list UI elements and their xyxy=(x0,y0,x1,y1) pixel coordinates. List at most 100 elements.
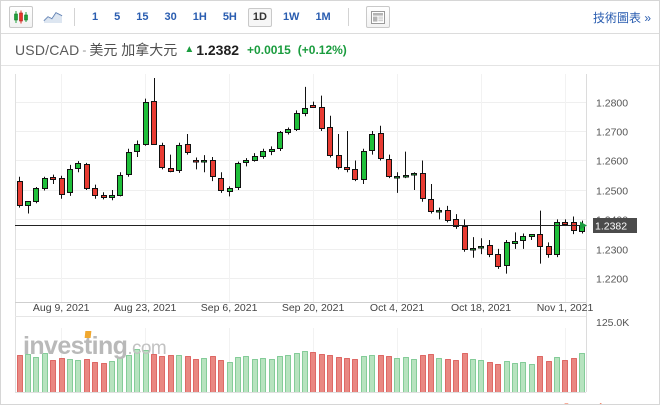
date-axis-tick: Oct 4, 2021 xyxy=(370,302,424,314)
volume-bar xyxy=(369,355,375,393)
candlestick xyxy=(67,164,73,196)
current-price-label: 1.2382 xyxy=(593,218,637,233)
volume-bar xyxy=(445,359,451,393)
volume-bar xyxy=(84,359,90,393)
timeframe-1m[interactable]: 1M xyxy=(315,10,331,23)
volume-bar xyxy=(59,358,65,393)
candlestick xyxy=(201,155,207,173)
last-price: 1.2382 xyxy=(196,41,240,58)
volume-axis-tick: 125.0K xyxy=(596,317,629,329)
volume-bar xyxy=(126,355,132,393)
volume-bar xyxy=(109,361,115,393)
chart-canvas[interactable]: 1.28001.27001.26001.25001.24001.23001.22… xyxy=(1,66,659,404)
volume-bar xyxy=(562,360,568,393)
candlestick xyxy=(134,140,140,157)
volume-bar xyxy=(159,356,165,393)
candlestick xyxy=(193,157,199,170)
candlestick xyxy=(336,133,342,170)
volume-bar xyxy=(101,363,107,393)
volume-bar xyxy=(504,361,510,393)
price-and-volume-svg: 1.28001.27001.26001.25001.24001.23001.22… xyxy=(15,74,637,393)
timeframe-5[interactable]: 5 xyxy=(114,10,121,23)
volume-bar xyxy=(352,359,358,393)
candlestick xyxy=(50,174,56,185)
date-axis-tick: Sep 6, 2021 xyxy=(201,302,258,314)
volume-bar xyxy=(512,363,518,393)
line-chart-icon[interactable] xyxy=(41,6,65,28)
timeframe-1[interactable]: 1 xyxy=(92,10,99,23)
candlestick xyxy=(185,133,191,155)
candlestick xyxy=(327,115,333,158)
candlestick xyxy=(361,148,367,185)
volume-bar xyxy=(67,359,73,393)
volume-bar xyxy=(210,356,216,393)
candlestick xyxy=(546,242,552,258)
candlestick xyxy=(470,237,476,258)
candlestick xyxy=(243,158,249,167)
candlestick xyxy=(277,131,283,152)
candlestick xyxy=(487,240,493,258)
volume-bar xyxy=(168,355,174,393)
candlestick xyxy=(394,172,400,193)
candlestick xyxy=(285,127,291,135)
volume-bar xyxy=(453,360,459,393)
candlestick xyxy=(386,154,392,179)
volume-bar xyxy=(50,360,56,393)
candlestick xyxy=(537,210,543,264)
timeframe-5h[interactable]: 5H xyxy=(222,10,237,23)
volume-bar xyxy=(243,356,249,393)
candlestick xyxy=(319,95,325,132)
symbol-separator: - xyxy=(82,42,87,57)
date-axis-tick: Nov 1, 2021 xyxy=(537,302,594,314)
candlestick xyxy=(352,160,358,182)
volume-bar xyxy=(269,359,275,393)
candlestick xyxy=(369,131,375,155)
date-axis-tick: Aug 9, 2021 xyxy=(33,302,90,314)
timeframe-1w[interactable]: 1W xyxy=(282,10,300,23)
volume-bar xyxy=(227,362,233,393)
volume-bar xyxy=(193,359,199,393)
candlestick-chart-icon[interactable] xyxy=(9,6,33,28)
volume-bar xyxy=(420,355,426,393)
price-axis-tick: 1.2200 xyxy=(596,274,628,286)
candlestick xyxy=(159,142,165,170)
volume-bar xyxy=(361,356,367,393)
volume-bar xyxy=(478,360,484,393)
volume-bar xyxy=(75,360,81,393)
volume-bar xyxy=(428,354,434,393)
candlestick xyxy=(445,205,451,223)
toolbar-divider xyxy=(74,8,75,26)
candlestick xyxy=(117,172,123,197)
volume-bar xyxy=(394,358,400,393)
timeframe-1h[interactable]: 1H xyxy=(192,10,207,23)
volume-bar xyxy=(344,358,350,393)
technical-chart-link[interactable]: 技術圖表 » xyxy=(592,11,651,25)
volume-bar xyxy=(277,356,283,393)
volume-bar xyxy=(554,357,560,393)
news-icon[interactable] xyxy=(365,6,390,28)
candlestick xyxy=(478,238,484,255)
current-price-marker-icon xyxy=(580,221,587,230)
volume-bar xyxy=(319,354,325,393)
timeframe-15[interactable]: 15 xyxy=(136,10,149,23)
volume-bar xyxy=(386,356,392,393)
timeframe-1d[interactable]: 1D xyxy=(247,7,272,27)
volume-bar xyxy=(336,357,342,393)
candlestick xyxy=(109,189,115,201)
volume-bar xyxy=(520,362,526,393)
price-change-absolute: +0.0015 xyxy=(247,42,291,57)
timeframe-30[interactable]: 30 xyxy=(164,10,177,23)
volume-bar xyxy=(411,359,417,393)
volume-bar xyxy=(185,356,191,393)
volume-bar xyxy=(176,355,182,393)
volume-bar xyxy=(571,358,577,393)
volume-bar xyxy=(260,358,266,393)
candlestick xyxy=(504,240,510,274)
volume-bar xyxy=(218,360,224,393)
candlestick xyxy=(210,156,216,182)
toolbar-divider-2 xyxy=(347,8,349,26)
candlestick xyxy=(59,175,65,199)
volume-bar xyxy=(529,364,535,393)
candlestick xyxy=(420,160,426,202)
